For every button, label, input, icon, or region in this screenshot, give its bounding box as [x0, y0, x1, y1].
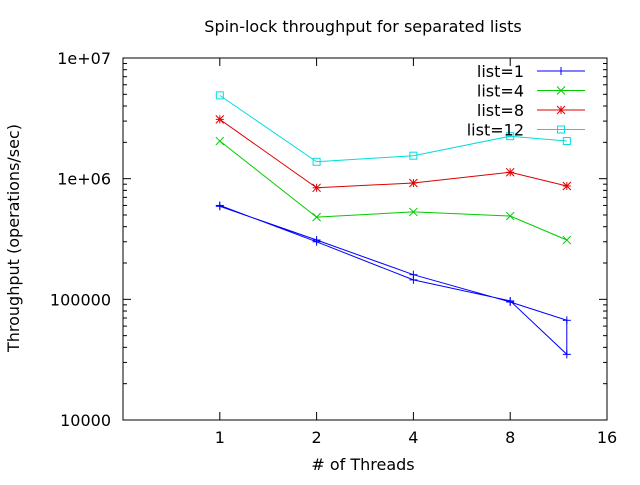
data-point: [215, 136, 225, 146]
data-point: [562, 350, 571, 359]
plot-frame: [122, 57, 608, 421]
legend-marker: [556, 105, 566, 115]
legend-item: list=12: [467, 121, 585, 140]
x-tick-label: 4: [408, 428, 418, 447]
data-point: [506, 132, 515, 141]
series-list-4: [215, 136, 572, 245]
data-point: [215, 91, 224, 100]
data-point: [409, 178, 418, 188]
data-point: [409, 151, 418, 160]
data-point: [505, 211, 515, 221]
data-point: [215, 202, 224, 211]
data-point: [409, 207, 418, 217]
data-point: [506, 298, 515, 307]
legend-label: list=12: [467, 121, 524, 140]
legend-item: list=1: [477, 62, 585, 81]
data-point: [312, 157, 321, 166]
data-point: [312, 183, 321, 193]
legend-marker: [556, 86, 566, 95]
legend-item: list=8: [477, 101, 585, 120]
y-tick-label: 100000: [50, 290, 111, 309]
data-point: [215, 115, 225, 124]
data-point: [562, 235, 572, 245]
series-list-8: [215, 115, 572, 193]
x-tick-label: 2: [312, 428, 322, 447]
data-point: [562, 316, 571, 325]
x-tick-label: 16: [597, 428, 617, 447]
series-list-12: [215, 91, 571, 166]
data-point: [312, 212, 321, 222]
x-tick-label: 8: [505, 428, 515, 447]
legend-label: list=4: [477, 82, 524, 101]
chart-title: Spin-lock throughput for separated lists: [204, 17, 521, 36]
data-point: [562, 137, 571, 146]
data-point: [312, 236, 321, 245]
y-tick-label: 10000: [60, 411, 111, 430]
legend-marker: [557, 125, 565, 134]
legend-marker: [557, 67, 565, 75]
x-axis-label: # of Threads: [311, 455, 414, 474]
legend-label: list=1: [477, 62, 524, 81]
series-line: [219, 204, 568, 356]
x-tick-label: 1: [215, 428, 225, 447]
data-point: [505, 167, 515, 177]
legend-label: list=8: [477, 101, 524, 120]
y-tick-label: 1e+07: [57, 49, 111, 68]
series-list-1: [215, 201, 571, 359]
legend-item: list=4: [477, 82, 585, 101]
axes-ticks: 1 2 4 8 16 10000 100000 1e+06 1e+07: [50, 49, 617, 447]
y-tick-label: 1e+06: [57, 170, 111, 189]
series-line: [219, 94, 567, 163]
y-axis-label: Throughput (operations/sec): [4, 124, 23, 353]
data-point: [562, 181, 572, 191]
data-point: [409, 270, 418, 279]
series-layer: [215, 91, 572, 359]
